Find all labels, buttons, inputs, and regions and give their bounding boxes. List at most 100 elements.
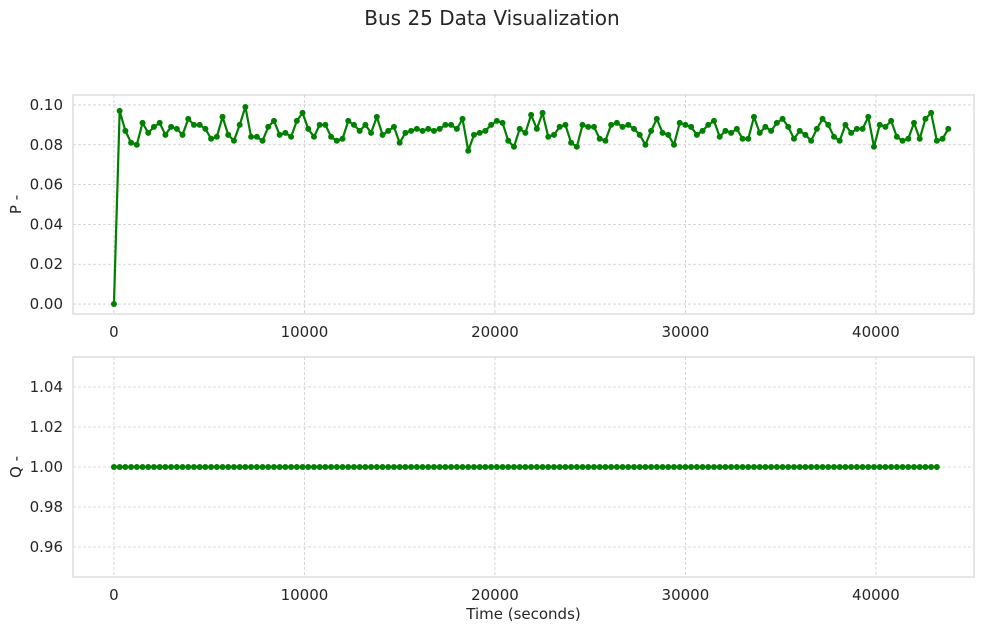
data-point [225, 131, 232, 138]
data-point [408, 127, 415, 134]
data-point [756, 129, 763, 136]
data-point [413, 125, 420, 132]
data-point [785, 464, 792, 470]
data-point [836, 137, 843, 144]
data-point [459, 464, 466, 470]
data-point [470, 464, 477, 470]
data-point [682, 464, 689, 470]
data-point [225, 464, 232, 470]
data-point [196, 121, 203, 128]
data-point [190, 464, 197, 470]
data-point [350, 464, 357, 470]
data-point [259, 464, 266, 470]
data-point [928, 464, 935, 470]
data-point [413, 464, 420, 470]
data-point [288, 133, 295, 140]
data-point [390, 464, 397, 470]
data-point [848, 129, 855, 136]
data-point [653, 115, 660, 122]
data-point [790, 464, 797, 470]
data-point [579, 464, 586, 470]
data-point [442, 464, 449, 470]
p-chart: 0 10000 20000 30000 40000 0.00 0.02 0.04 0.06 0.0… [7, 94, 975, 341]
data-point [316, 121, 323, 128]
data-point [665, 464, 672, 470]
data-point [259, 137, 266, 144]
data-point [933, 464, 940, 470]
data-point [710, 464, 717, 470]
figure-title: Bus 25 Data Visualization [364, 6, 619, 30]
data-point [202, 125, 209, 132]
data-point [465, 464, 472, 470]
data-point [568, 464, 575, 470]
data-point [362, 121, 369, 128]
data-point [699, 127, 706, 134]
data-point [659, 464, 666, 470]
data-point [510, 143, 517, 150]
data-point [545, 133, 552, 140]
data-point [110, 301, 117, 308]
data-point [853, 464, 860, 470]
data-point [790, 135, 797, 142]
data-point [819, 115, 826, 122]
data-point [270, 117, 277, 124]
data-point [590, 123, 597, 130]
data-point [625, 464, 632, 470]
data-point [653, 464, 660, 470]
data-point [945, 125, 952, 132]
data-point [488, 121, 495, 128]
data-point [911, 119, 917, 126]
data-point [745, 464, 752, 470]
data-point [808, 464, 815, 470]
data-point [168, 464, 175, 470]
x-tick-label: 40000 [852, 323, 900, 341]
data-point [899, 464, 906, 470]
y-tick-label: 0.08 [30, 136, 63, 154]
data-point [905, 464, 912, 470]
data-point [305, 125, 312, 132]
data-point [870, 143, 877, 150]
data-point [145, 464, 152, 470]
data-point [911, 464, 917, 470]
data-point [333, 464, 340, 470]
data-point [550, 131, 557, 138]
data-point [550, 464, 557, 470]
data-point [859, 464, 866, 470]
data-point [345, 464, 352, 470]
data-point [756, 464, 763, 470]
data-point [133, 141, 140, 148]
data-point [608, 464, 615, 470]
data-point [265, 464, 272, 470]
data-point [830, 464, 837, 470]
data-point [585, 123, 592, 130]
data-point [408, 464, 415, 470]
data-point [819, 464, 826, 470]
x-tick-label: 10000 [281, 586, 329, 604]
x-tick-label: 20000 [471, 323, 519, 341]
data-point [739, 464, 746, 470]
data-point [705, 464, 712, 470]
data-point [773, 464, 780, 470]
data-point [208, 464, 215, 470]
data-point [379, 464, 386, 470]
data-point [876, 121, 883, 128]
data-point [670, 464, 677, 470]
data-point [156, 119, 163, 126]
data-point [293, 464, 300, 470]
data-point [253, 464, 260, 470]
data-point [716, 133, 723, 140]
data-point [533, 125, 540, 132]
data-point [448, 464, 455, 470]
data-point [573, 143, 580, 150]
data-point [522, 464, 529, 470]
data-point [419, 464, 426, 470]
data-point [596, 464, 603, 470]
data-point [642, 141, 649, 148]
data-point [385, 464, 392, 470]
data-point [933, 137, 940, 144]
y-tick-label: 0.02 [30, 255, 63, 273]
data-point [442, 121, 449, 128]
data-point [796, 127, 803, 134]
data-point [236, 121, 243, 128]
data-point [299, 464, 306, 470]
